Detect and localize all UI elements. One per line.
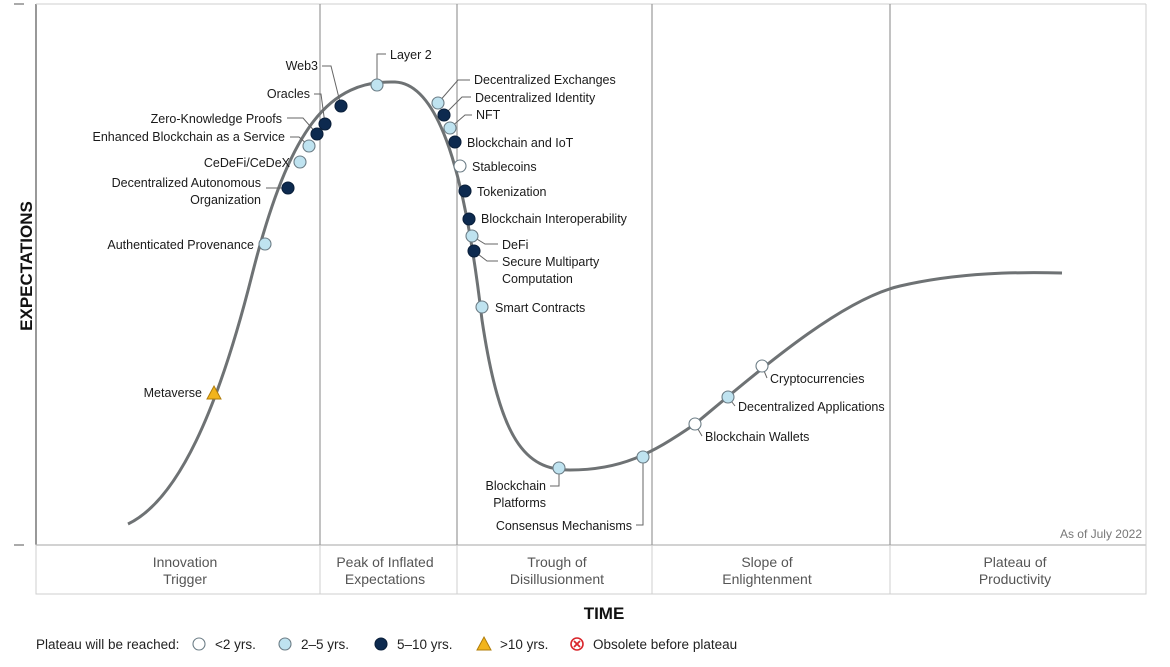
leader-zero-knowledge-proofs [287,117,318,135]
label-authenticated-provenance: Authenticated Provenance [107,238,254,252]
phase-label-trough-of-disillusionment: Disillusionment [510,571,604,587]
leader-decentralized-exchanges [437,79,470,104]
leader-consensus-mechanisms [636,457,644,526]
label-enhanced-blockchain-as-a-service: Enhanced Blockchain as a Service [93,130,286,144]
phase-dividers [319,4,891,594]
marker-cedefi-cedex [293,155,307,169]
phase-label-peak-of-inflated-expectations: Expectations [345,571,425,587]
label-cryptocurrencies: Cryptocurrencies [770,372,864,386]
phase-band [35,544,1147,595]
label-oracles: Oracles [267,87,310,101]
marker-decentralized-exchanges [431,96,445,110]
marker-stablecoins [453,159,467,173]
label-secure-multiparty-computation: Secure Multiparty [502,255,600,269]
marker-layer-2 [370,78,384,92]
as-of-date: As of July 2022 [1060,527,1142,541]
marker-smart-contracts [475,300,489,314]
marker-blockchain-interoperability [462,212,476,226]
technology-markers [206,78,769,475]
label-blockchain-platforms: Platforms [493,496,546,510]
marker-consensus-mechanisms [636,450,650,464]
label-decentralized-autonomous-organization: Decentralized Autonomous [112,176,261,190]
x-axis-title: TIME [584,604,625,623]
legend-marker-5to10 [374,637,388,651]
marker-metaverse [206,384,222,400]
chart-frame [14,3,1147,595]
phase-label-slope-of-enlightenment: Enlightenment [722,571,812,587]
phase-label-innovation-trigger: Trigger [163,571,207,587]
label-blockchain-wallets: Blockchain Wallets [705,430,809,444]
technology-labels: Metaverse Authenticated Provenance Decentr… [93,48,885,533]
legend-marker-2to5 [278,637,292,651]
label-web3: Web3 [286,59,318,73]
marker-web3 [334,99,348,113]
phase-label-innovation-trigger: Innovation [153,554,218,570]
label-cedefi-cedex: CeDeFi/CeDeX [204,156,291,170]
marker-blockchain-wallets [688,417,702,431]
phase-label-plateau-of-productivity: Plateau of [983,554,1046,570]
label-consensus-mechanisms: Consensus Mechanisms [496,519,632,533]
marker-blockchain-and-iot [448,135,462,149]
y-axis-title: EXPECTATIONS [17,201,36,331]
label-decentralized-identity: Decentralized Identity [475,91,596,105]
legend-label-gt10: >10 yrs. [500,637,548,652]
label-smart-contracts: Smart Contracts [495,301,585,315]
marker-decentralized-identity [437,108,451,122]
label-metaverse: Metaverse [144,386,202,400]
legend-marker-cross [573,640,581,648]
label-layer-2: Layer 2 [390,48,432,62]
leader-oracles [314,93,326,125]
legend-title: Plateau will be reached: [36,637,179,652]
marker-decentralized-applications [721,390,735,404]
label-decentralized-applications: Decentralized Applications [738,400,885,414]
label-stablecoins: Stablecoins [472,160,537,174]
legend-label-5to10: 5–10 yrs. [397,637,453,652]
marker-enhanced-blockchain-as-a-service [302,139,316,153]
legend-marker-lt2 [192,637,206,651]
hype-curve [127,80,1063,526]
legend-label-2to5: 2–5 yrs. [301,637,349,652]
label-blockchain-and-iot: Blockchain and IoT [467,136,574,150]
label-tokenization: Tokenization [477,185,547,199]
leader-decentralized-identity [443,96,471,116]
phase-label-peak-of-inflated-expectations: Peak of Inflated [336,554,433,570]
label-leader-lines [266,53,768,526]
label-nft: NFT [476,108,501,122]
label-decentralized-autonomous-organization: Organization [190,193,261,207]
marker-zero-knowledge-proofs [310,127,324,141]
marker-blockchain-platforms [552,461,566,475]
phase-label-trough-of-disillusionment: Trough of [527,554,587,570]
phase-label-plateau-of-productivity: Productivity [979,571,1051,587]
label-defi: DeFi [502,238,528,252]
leader-web3 [322,65,342,107]
marker-authenticated-provenance [258,237,272,251]
legend: Plateau will be reached: <2 yrs. 2–5 yrs. 5… [36,635,737,652]
marker-cryptocurrencies [755,359,769,373]
marker-decentralized-autonomous-organization [281,181,295,195]
legend-label-obsolete: Obsolete before plateau [593,637,737,652]
label-secure-multiparty-computation: Computation [502,272,573,286]
label-decentralized-exchanges: Decentralized Exchanges [474,73,616,87]
legend-label-lt2: <2 yrs. [215,637,256,652]
marker-secure-multiparty-computation [467,244,481,258]
leader-nft [449,114,472,129]
label-zero-knowledge-proofs: Zero-Knowledge Proofs [151,112,282,126]
label-blockchain-interoperability: Blockchain Interoperability [481,212,628,226]
marker-tokenization [458,184,472,198]
marker-defi [465,229,479,243]
marker-oracles [318,117,332,131]
leader-layer-2 [376,53,386,85]
legend-marker-gt10 [476,635,492,651]
phase-label-slope-of-enlightenment: Slope of [741,554,792,570]
label-blockchain-platforms: Blockchain [486,479,546,493]
marker-nft [443,121,457,135]
